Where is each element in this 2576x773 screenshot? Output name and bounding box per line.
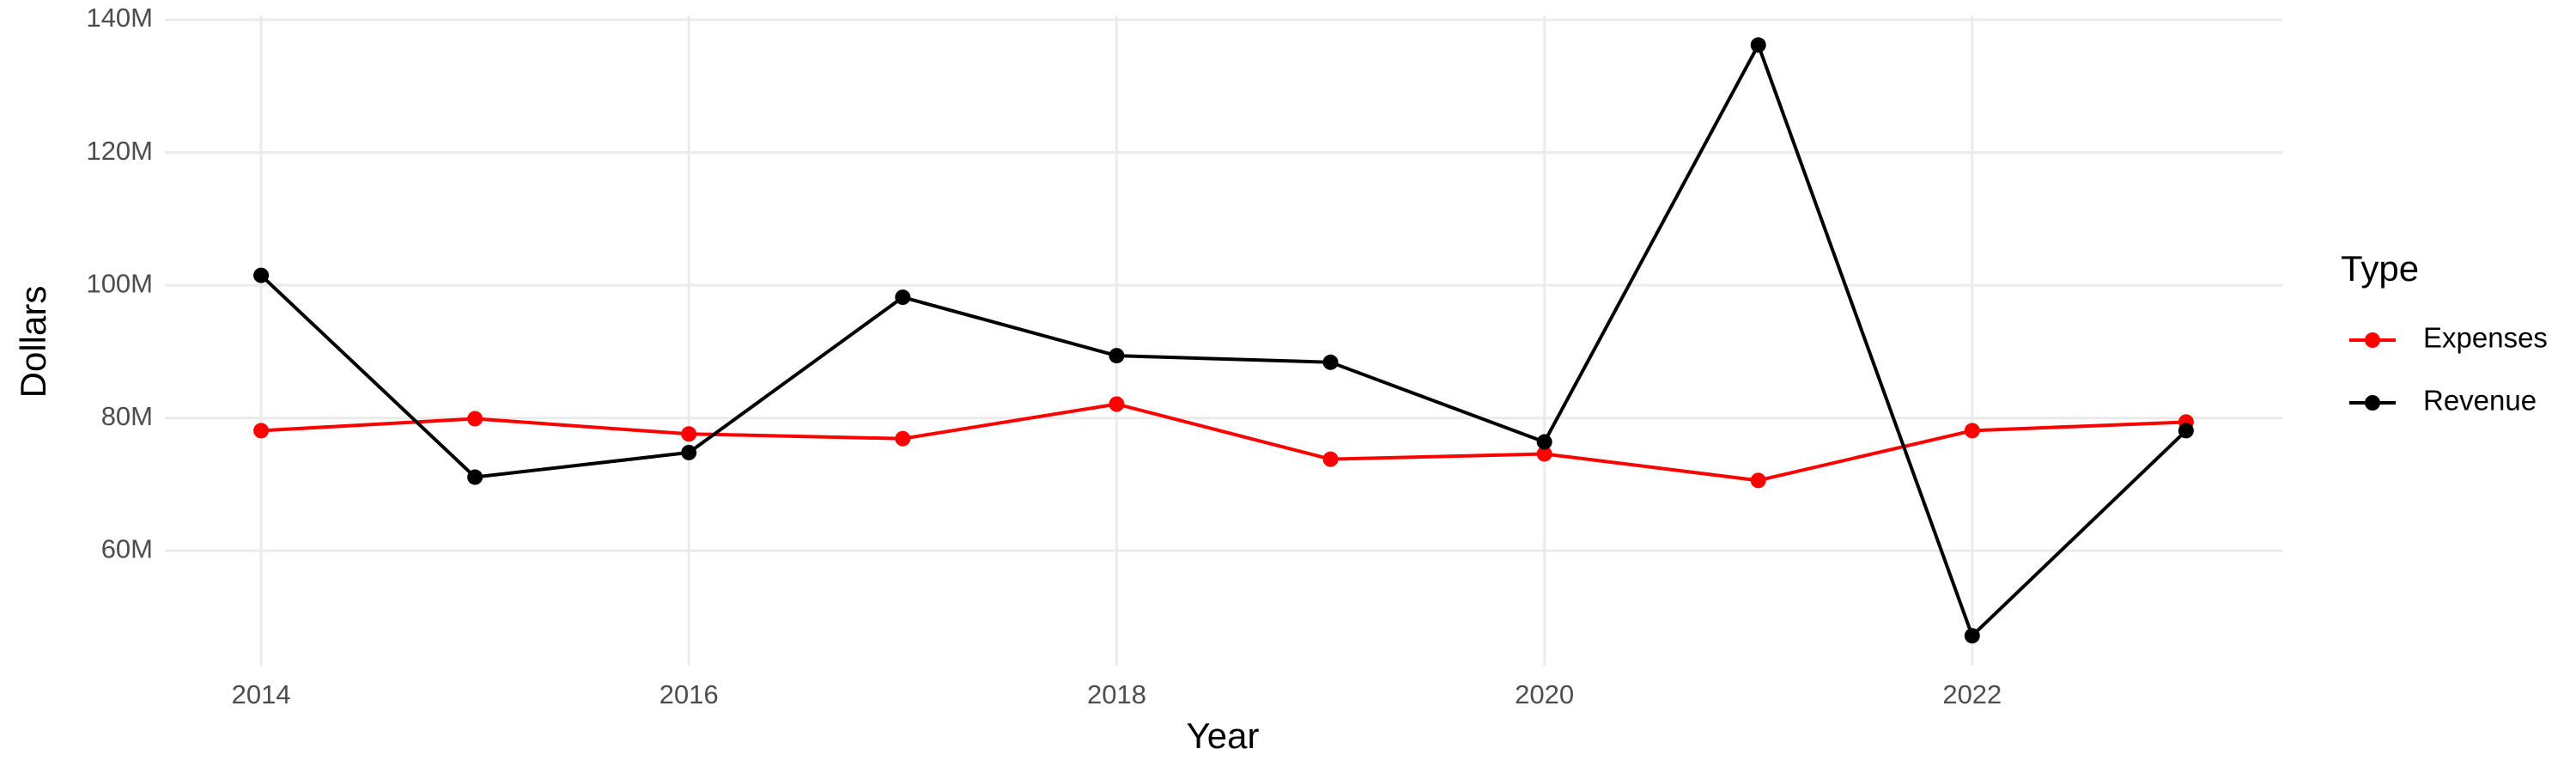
data-point [1322,354,1339,370]
data-point [895,289,911,306]
data-point [253,267,270,283]
y-tick-label: 80M [101,401,153,431]
data-point [467,469,483,485]
x-tick-label: 2016 [659,679,719,709]
data-point [681,444,697,460]
data-point [253,423,270,439]
legend-label: Expenses [2423,322,2548,354]
data-point [2178,423,2194,439]
y-tick-label: 120M [86,136,153,166]
data-point [1536,446,1552,462]
x-axis-title: Year [1187,715,1260,756]
data-point [681,426,697,442]
y-tick-label: 140M [86,3,153,33]
series-line [260,402,2186,483]
data-point [1964,423,1980,439]
legend-title: Type [2341,248,2419,289]
legend-key-point [2365,332,2380,348]
data-point [1109,348,1125,364]
legend-label: Revenue [2423,385,2537,417]
x-tick-label: 2018 [1087,679,1146,709]
data-point [1750,37,1766,53]
y-tick-label: 100M [86,268,153,298]
data-point [895,430,911,447]
data-point [1964,628,1980,644]
data-point [1750,472,1766,489]
x-tick-label: 2020 [1515,679,1574,709]
x-tick-label: 2014 [232,679,291,709]
data-point [1536,434,1552,450]
data-point [1322,451,1339,467]
y-axis-title: Dollars [13,286,53,399]
data-point [1109,396,1125,412]
x-tick-label: 2022 [1942,679,2002,709]
legend-key-point [2365,395,2380,411]
series-line [259,40,2188,639]
data-point [467,411,483,427]
y-tick-label: 60M [101,533,153,563]
